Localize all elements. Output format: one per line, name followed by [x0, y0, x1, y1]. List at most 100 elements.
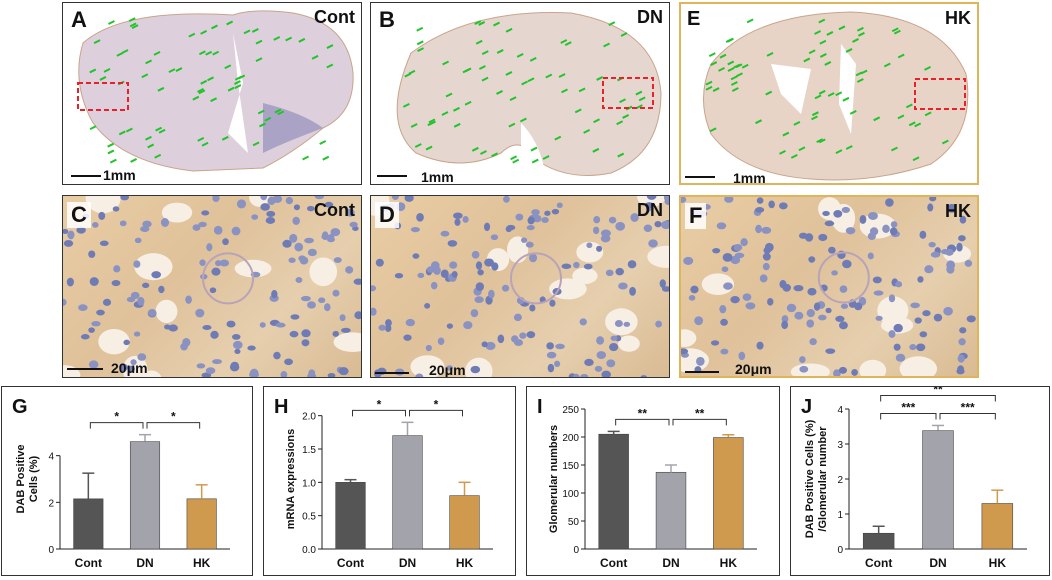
nucleus	[600, 234, 611, 243]
nucleus	[594, 365, 603, 372]
nucleus	[341, 327, 351, 333]
x-tick-label: HK	[193, 556, 211, 570]
nucleus	[833, 210, 843, 218]
significance-bracket	[939, 412, 996, 420]
nucleus	[630, 213, 639, 222]
marker-tick	[255, 57, 263, 63]
marker-tick	[891, 146, 898, 152]
roi-box	[77, 82, 129, 111]
nucleus	[561, 263, 572, 269]
marker-tick	[234, 84, 242, 89]
marker-tick	[118, 130, 126, 136]
nucleus	[579, 318, 587, 326]
marker-tick	[727, 67, 735, 72]
nucleus	[284, 358, 293, 366]
marker-tick	[941, 139, 949, 145]
marker-tick	[798, 146, 806, 152]
bar-dn	[392, 435, 423, 550]
nucleus	[92, 222, 99, 228]
nucleus	[596, 336, 605, 345]
marker-tick	[264, 116, 272, 122]
tubule-lumen	[647, 245, 669, 268]
nucleus	[430, 261, 440, 270]
marker-tick	[416, 40, 424, 46]
nucleus	[196, 363, 206, 369]
glomerulus	[202, 252, 254, 305]
marker-tick	[491, 152, 499, 158]
marker-tick	[521, 80, 529, 86]
nucleus	[339, 314, 346, 322]
nucleus	[818, 314, 827, 321]
nucleus	[867, 252, 874, 260]
marker-tick	[530, 146, 538, 152]
marker-tick	[505, 27, 513, 33]
nucleus	[88, 360, 99, 369]
panel-f-micrograph: F HK 20μm	[679, 195, 979, 378]
nucleus	[330, 228, 341, 237]
marker-tick	[719, 53, 727, 59]
nucleus	[141, 282, 150, 289]
marker-tick	[856, 26, 864, 32]
nucleus	[306, 205, 315, 212]
marker-tick	[560, 39, 568, 44]
nucleus	[941, 248, 950, 255]
nucleus	[648, 239, 658, 248]
marker-tick	[835, 149, 843, 154]
nucleus	[78, 304, 88, 311]
marker-tick	[782, 131, 790, 137]
marker-tick	[326, 63, 334, 69]
y-tick-label: 1.0	[302, 478, 316, 489]
nucleus	[593, 215, 601, 224]
bar-cont	[598, 433, 629, 550]
nucleus	[133, 331, 141, 337]
marker-tick	[860, 69, 868, 75]
nucleus	[353, 278, 361, 285]
marker-tick	[212, 50, 220, 56]
nucleus	[289, 330, 299, 338]
marker-tick	[474, 20, 482, 25]
significance-bracket	[615, 418, 670, 426]
marker-tick	[479, 150, 487, 155]
nucleus	[661, 286, 669, 292]
nucleus	[845, 227, 856, 235]
nucleus	[818, 233, 828, 242]
nucleus	[895, 281, 903, 288]
nucleus	[301, 339, 310, 347]
nucleus	[182, 338, 191, 347]
nucleus	[610, 335, 618, 341]
significance-bracket	[409, 409, 463, 417]
marker-tick	[445, 92, 453, 98]
marker-tick	[453, 106, 460, 112]
marker-tick	[905, 103, 913, 109]
nucleus	[371, 307, 377, 316]
marker-tick	[441, 111, 449, 116]
tubule-lumen	[701, 273, 735, 295]
panel-letter: J	[801, 396, 812, 418]
marker-tick	[620, 32, 628, 37]
nucleus	[130, 291, 140, 300]
nucleus	[531, 209, 540, 216]
nucleus	[842, 259, 852, 269]
scale-bar	[685, 371, 719, 373]
marker-tick	[227, 86, 235, 92]
marker-tick	[211, 24, 218, 30]
nucleus	[447, 240, 458, 247]
marker-tick	[238, 74, 246, 80]
nucleus	[481, 341, 488, 348]
nucleus	[957, 365, 965, 374]
nucleus	[808, 256, 816, 263]
nucleus	[924, 265, 934, 274]
marker-tick	[417, 47, 424, 52]
y-axis-label: mRNA expressions	[285, 429, 297, 529]
scale-bar	[71, 175, 101, 177]
chart-g: G DAB Positive Cells (%) 0 2 4 Cont DN HK * *	[1, 386, 253, 576]
marker-tick	[428, 118, 436, 124]
nucleus	[681, 348, 689, 355]
nucleus	[541, 216, 549, 223]
y-tick-label: 100	[562, 489, 579, 500]
nucleus	[198, 221, 207, 228]
nucleus	[205, 367, 216, 374]
nucleus	[354, 311, 361, 320]
nucleus	[916, 343, 926, 352]
